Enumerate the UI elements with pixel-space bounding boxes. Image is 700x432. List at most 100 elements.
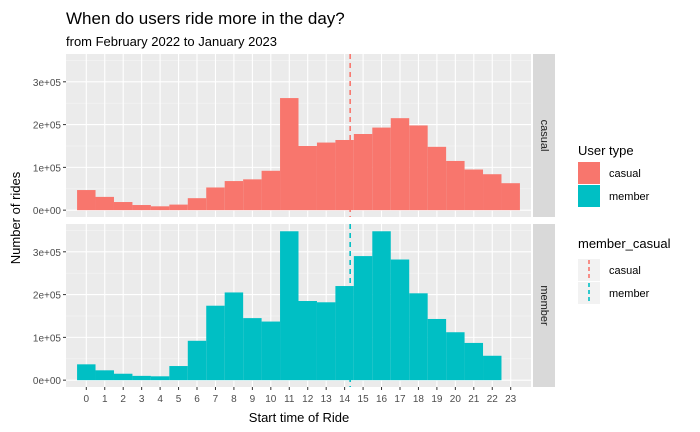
x-tick-label: 10 [265,394,277,405]
facet-strip [533,54,555,217]
bar-casual-hour-10 [261,170,281,211]
x-tick-label: 12 [302,394,314,405]
bar-casual-hour-4 [150,206,170,211]
bar-member-hour-22 [483,355,502,381]
bar-casual-hour-12 [298,145,317,211]
x-tick-label: 14 [339,394,351,405]
bar-member-hour-16 [372,231,391,381]
x-tick-label: 16 [376,394,388,405]
bar-casual-hour-20 [446,160,465,211]
bar-member-hour-9 [243,318,262,381]
x-tick-label: 18 [413,394,425,405]
bar-casual-hour-7 [206,187,225,211]
bar-casual-hour-0 [77,190,96,211]
x-tick-label: 7 [213,394,219,405]
bar-casual-hour-1 [95,196,114,211]
bar-member-hour-5 [169,366,188,381]
x-axis-label: Start time of Ride [249,410,349,425]
x-tick-label: 8 [231,394,237,405]
legend-label-member-line: member [609,288,650,300]
bar-member-hour-13 [316,302,336,381]
bar-casual-hour-11 [280,98,299,211]
x-tick-label: 13 [321,394,333,405]
bar-casual-hour-16 [372,127,391,211]
bar-member-hour-15 [353,256,373,381]
x-tick-label: 21 [468,394,480,405]
x-tick-label: 22 [487,394,499,405]
x-tick-label: 11 [284,394,295,405]
legend-label-casual-fill: casual [609,168,641,180]
bar-member-hour-2 [113,373,133,381]
y-tick-label: 2e+05 [33,291,62,302]
y-tick-label: 2e+05 [33,121,62,132]
chart-subtitle: from February 2022 to January 2023 [66,34,277,49]
x-tick-label: 17 [394,394,406,405]
bar-member-hour-20 [446,332,465,381]
bar-casual-hour-22 [483,174,502,211]
bar-casual-hour-6 [187,198,207,211]
x-tick-label: 1 [102,394,108,405]
x-tick-label: 0 [84,394,90,405]
x-tick-label: 3 [139,394,145,405]
x-tick-label: 19 [431,394,443,405]
bar-member-hour-8 [224,292,244,381]
bar-member-hour-10 [261,321,281,381]
y-axis-label: Number of rides [8,171,23,264]
bar-casual-hour-8 [224,181,244,211]
facet-panels: 0e+00 1e+05 2e+05 3e+05 casual 0e+00 1e+05 2e+0… [33,54,555,405]
bar-member-hour-3 [132,375,151,381]
bar-casual-hour-21 [464,169,484,211]
bar-member-hour-19 [427,318,447,381]
facet-strip-label: member [538,285,550,326]
x-tick-label: 9 [250,394,256,405]
x-tick-label: 6 [194,394,200,405]
bar-member-hour-14 [335,286,354,381]
facet-strip [533,224,555,387]
fill-legend-title: User type [578,143,634,158]
chart-title: When do users ride more in the day? [66,9,345,28]
panel-member: 0e+00 1e+05 2e+05 3e+05 member [33,224,555,387]
bar-member-hour-18 [409,293,428,381]
bar-casual-hour-2 [113,202,133,211]
y-tick-label: 1e+05 [33,163,62,174]
bar-member-hour-21 [464,342,484,381]
bar-member-hour-6 [187,340,207,381]
bar-member-hour-11 [280,231,299,381]
x-tick-label: 20 [450,394,462,405]
bar-casual-hour-9 [243,179,262,211]
bar-casual-hour-18 [409,125,428,211]
bar-casual-hour-17 [390,118,410,211]
bar-member-hour-0 [77,364,96,381]
bar-member-hour-1 [95,370,114,381]
facet-strip-label: casual [538,120,550,152]
bar-casual-hour-13 [316,142,336,211]
legend-label-member-fill: member [609,191,650,203]
x-tick-label: 2 [120,394,126,405]
x-tick-label: 4 [157,394,163,405]
legend-label-casual-line: casual [609,265,641,277]
line-legend-title: member_casual [578,236,671,251]
x-tick-label: 5 [176,394,182,405]
legend-key-member-fill [578,185,600,207]
x-tick-label: 15 [358,394,370,405]
bar-casual-hour-23 [501,183,520,211]
bar-casual-hour-19 [427,146,447,211]
bar-member-hour-4 [150,376,170,381]
bar-casual-hour-3 [132,205,151,211]
bar-member-hour-17 [390,259,410,381]
y-tick-label: 0e+00 [33,376,62,387]
bar-member-hour-12 [298,301,317,381]
y-tick-label: 3e+05 [33,248,62,259]
bar-casual-hour-15 [353,134,373,211]
bar-casual-hour-5 [169,204,188,211]
fill-legend: User type casual member [578,143,650,207]
legend-key-casual-fill [578,162,600,184]
panel-casual: 0e+00 1e+05 2e+05 3e+05 casual [33,54,555,217]
bar-member-hour-7 [206,305,225,381]
y-tick-label: 0e+00 [33,206,62,217]
line-legend: member_casual casual member [578,236,671,304]
y-tick-label: 3e+05 [33,78,62,89]
x-tick-label: 23 [505,394,517,405]
bar-casual-hour-14 [335,139,354,211]
